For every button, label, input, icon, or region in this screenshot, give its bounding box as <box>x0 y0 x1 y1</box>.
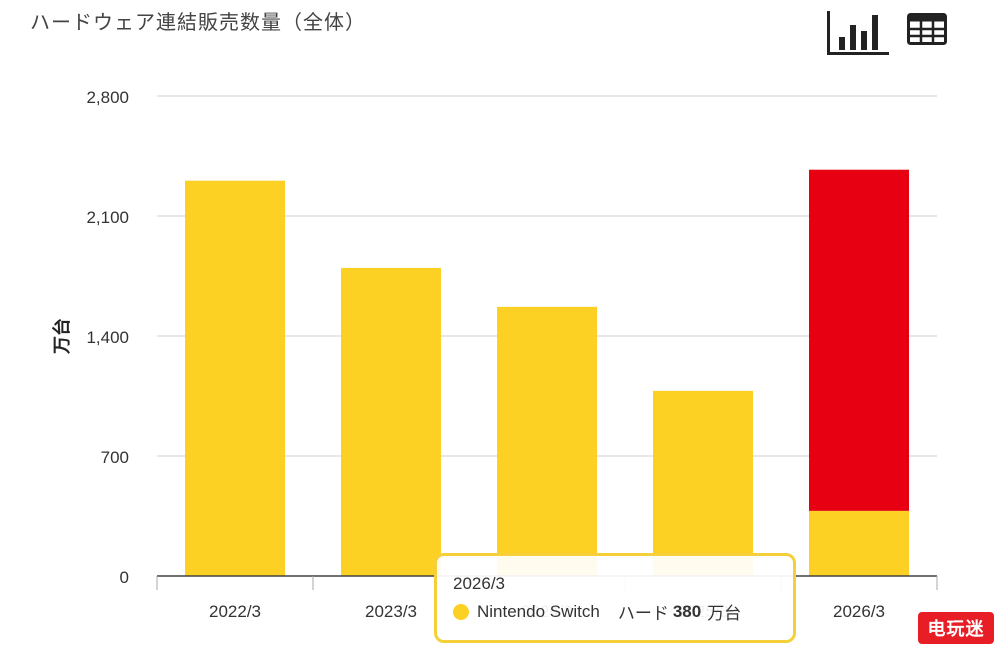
bar <box>341 267 441 576</box>
tooltip-series-name: Nintendo Switch <box>477 601 600 621</box>
y-tick-label: 0 <box>120 568 129 587</box>
x-tick-label: 2023/3 <box>365 602 417 621</box>
bar-chart-icon[interactable] <box>824 6 892 58</box>
chart-tooltip: 2026/3 Nintendo Switch ハード 380 万台 <box>434 553 796 643</box>
y-tick-label: 1,400 <box>86 328 129 347</box>
table-grid-icon[interactable] <box>904 6 950 52</box>
y-axis-label: 万台 <box>51 318 73 355</box>
bar <box>809 510 909 576</box>
tooltip-row: Nintendo Switch ハード 380 万台 <box>453 599 741 624</box>
x-tick-label: 2026/3 <box>833 602 885 621</box>
y-tick-label: 2,800 <box>86 88 129 107</box>
bar <box>653 390 753 576</box>
bar <box>497 306 597 576</box>
watermark-logo: 电玩迷 <box>918 612 994 644</box>
tooltip-date: 2026/3 <box>453 574 505 593</box>
tooltip-value: 380 <box>672 601 702 621</box>
chart-title: ハードウェア連結販売数量（全体） <box>30 10 366 34</box>
y-tick-label: 2,100 <box>86 208 129 227</box>
x-tick-label: 2022/3 <box>209 602 261 621</box>
tooltip-label: ハード <box>617 604 669 623</box>
bar <box>809 169 909 511</box>
series-dot-icon <box>453 603 469 620</box>
bar <box>185 180 285 576</box>
y-tick-label: 700 <box>101 448 129 467</box>
tooltip-unit: 万台 <box>707 604 742 623</box>
